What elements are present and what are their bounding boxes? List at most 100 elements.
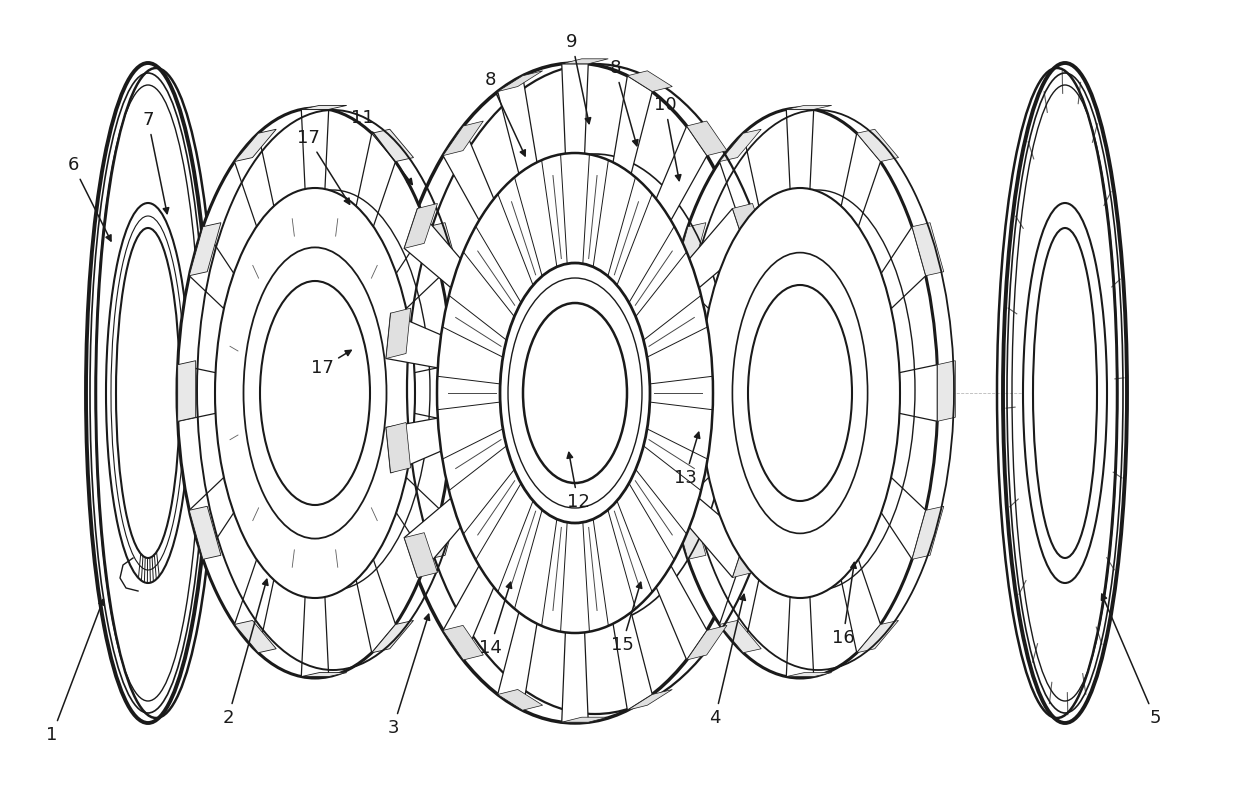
Ellipse shape xyxy=(1033,228,1097,558)
Polygon shape xyxy=(687,121,727,156)
Polygon shape xyxy=(386,423,410,473)
Text: 11: 11 xyxy=(351,109,412,184)
Polygon shape xyxy=(675,478,719,560)
Polygon shape xyxy=(190,227,234,309)
Polygon shape xyxy=(627,689,672,710)
Polygon shape xyxy=(301,597,329,677)
Text: 15: 15 xyxy=(610,582,642,654)
Polygon shape xyxy=(427,506,459,560)
Polygon shape xyxy=(899,364,937,421)
Text: 14: 14 xyxy=(479,582,512,657)
Polygon shape xyxy=(386,313,441,368)
Polygon shape xyxy=(719,560,759,652)
Polygon shape xyxy=(733,533,766,578)
Ellipse shape xyxy=(384,63,765,723)
Ellipse shape xyxy=(523,303,627,483)
Polygon shape xyxy=(301,105,347,109)
Polygon shape xyxy=(386,309,410,359)
Ellipse shape xyxy=(117,228,180,558)
Polygon shape xyxy=(786,597,813,677)
Text: 16: 16 xyxy=(832,563,857,647)
Ellipse shape xyxy=(260,281,370,505)
Polygon shape xyxy=(497,71,543,91)
Polygon shape xyxy=(613,612,652,710)
Polygon shape xyxy=(443,121,484,156)
Polygon shape xyxy=(397,227,440,309)
Polygon shape xyxy=(937,360,955,421)
Polygon shape xyxy=(497,612,537,710)
Polygon shape xyxy=(841,133,880,227)
Polygon shape xyxy=(662,364,701,421)
Text: 7: 7 xyxy=(143,111,169,213)
Polygon shape xyxy=(675,227,719,309)
Ellipse shape xyxy=(86,63,210,723)
Polygon shape xyxy=(687,626,727,660)
Ellipse shape xyxy=(105,203,190,583)
Text: 17: 17 xyxy=(296,129,350,204)
Text: 2: 2 xyxy=(222,579,268,727)
Polygon shape xyxy=(662,360,681,421)
Polygon shape xyxy=(427,223,459,275)
Polygon shape xyxy=(709,418,764,473)
Ellipse shape xyxy=(177,108,453,678)
Polygon shape xyxy=(404,533,438,578)
Polygon shape xyxy=(453,360,470,421)
Polygon shape xyxy=(562,633,588,722)
Polygon shape xyxy=(786,105,832,109)
Polygon shape xyxy=(443,126,494,220)
Text: 4: 4 xyxy=(709,594,745,727)
Text: 5: 5 xyxy=(1101,594,1161,727)
Ellipse shape xyxy=(662,108,937,678)
Text: 3: 3 xyxy=(387,615,429,737)
Polygon shape xyxy=(372,620,413,652)
Polygon shape xyxy=(397,478,440,560)
Polygon shape xyxy=(301,673,347,677)
Polygon shape xyxy=(709,313,764,368)
Polygon shape xyxy=(562,64,588,153)
Polygon shape xyxy=(786,673,832,677)
Polygon shape xyxy=(234,560,274,652)
Polygon shape xyxy=(882,227,926,309)
Polygon shape xyxy=(656,566,707,660)
Text: 10: 10 xyxy=(653,96,681,180)
Ellipse shape xyxy=(1023,203,1107,583)
Polygon shape xyxy=(234,620,277,652)
Polygon shape xyxy=(882,478,926,560)
Ellipse shape xyxy=(701,188,900,598)
Text: 8: 8 xyxy=(609,59,637,146)
Polygon shape xyxy=(190,506,221,560)
Ellipse shape xyxy=(748,285,852,501)
Polygon shape xyxy=(562,59,609,64)
Ellipse shape xyxy=(1003,63,1127,723)
Polygon shape xyxy=(443,626,484,660)
Polygon shape xyxy=(613,76,652,174)
Polygon shape xyxy=(177,364,216,421)
Polygon shape xyxy=(234,133,274,227)
Polygon shape xyxy=(689,498,745,578)
Polygon shape xyxy=(719,620,761,652)
Polygon shape xyxy=(857,620,899,652)
Ellipse shape xyxy=(733,253,868,534)
Text: 9: 9 xyxy=(567,33,590,124)
Polygon shape xyxy=(675,223,706,275)
Polygon shape xyxy=(386,418,441,473)
Polygon shape xyxy=(234,129,277,161)
Polygon shape xyxy=(404,209,460,288)
Text: 1: 1 xyxy=(46,599,104,744)
Polygon shape xyxy=(190,478,234,560)
Polygon shape xyxy=(759,423,784,473)
Polygon shape xyxy=(177,360,196,421)
Polygon shape xyxy=(913,506,944,560)
Polygon shape xyxy=(857,129,899,161)
Polygon shape xyxy=(356,560,396,652)
Text: 6: 6 xyxy=(67,156,112,241)
Polygon shape xyxy=(404,498,460,578)
Polygon shape xyxy=(562,717,609,722)
Polygon shape xyxy=(443,566,494,660)
Ellipse shape xyxy=(215,188,415,598)
Polygon shape xyxy=(497,76,537,174)
Polygon shape xyxy=(719,133,759,227)
Ellipse shape xyxy=(436,153,713,633)
Polygon shape xyxy=(656,126,707,220)
Text: 12: 12 xyxy=(567,453,589,511)
